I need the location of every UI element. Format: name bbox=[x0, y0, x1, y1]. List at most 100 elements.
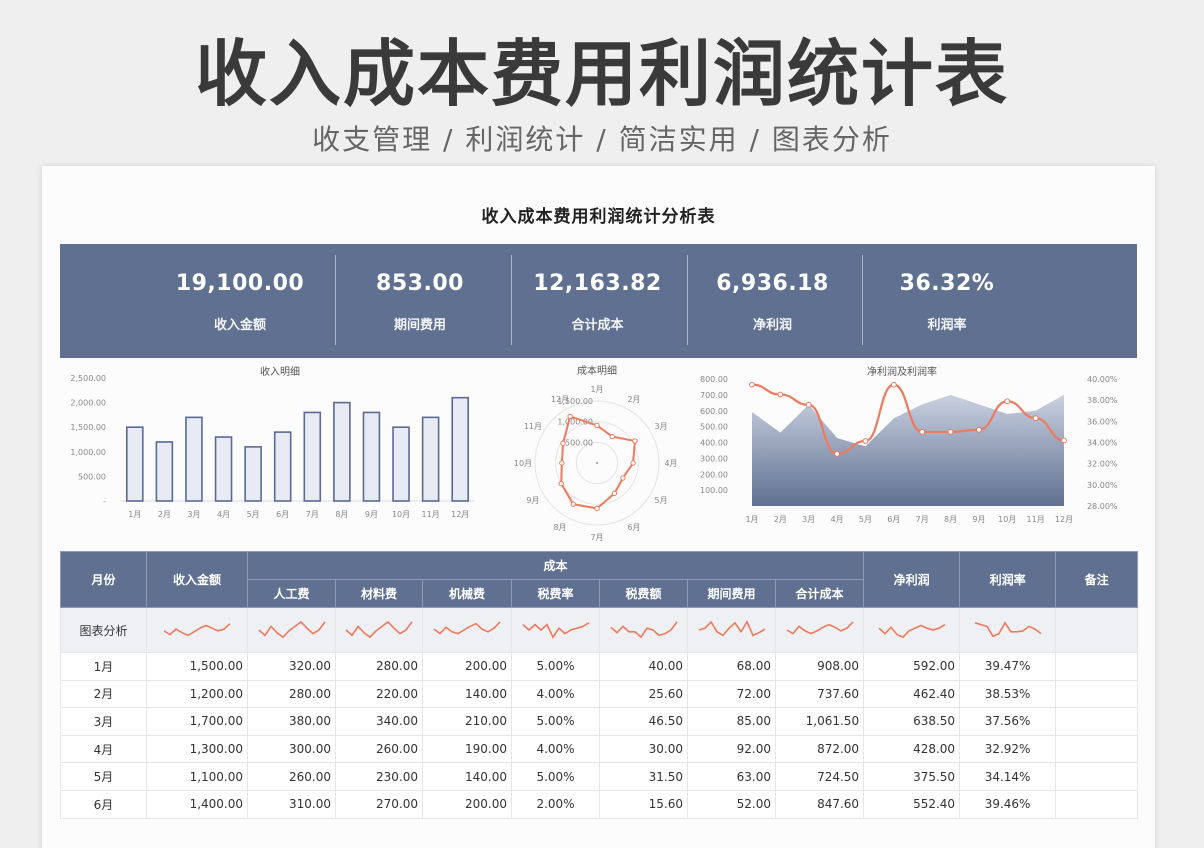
cell-tax-rate[interactable]: 4.00% bbox=[511, 679, 600, 709]
cell-month[interactable]: 6月 bbox=[60, 789, 147, 819]
cell-net[interactable]: 375.50 bbox=[863, 762, 961, 791]
svg-text:11月: 11月 bbox=[1027, 515, 1045, 524]
cell-income[interactable]: 1,400.00 bbox=[146, 789, 248, 819]
cell-tax-rate[interactable]: 5.00% bbox=[511, 707, 600, 736]
cell-month[interactable]: 1月 bbox=[60, 652, 147, 681]
col-total-cost[interactable]: 合计成本 bbox=[774, 579, 865, 608]
cell-net[interactable]: 428.00 bbox=[863, 734, 961, 764]
cell-material[interactable]: 260.00 bbox=[335, 734, 423, 764]
cell-period[interactable]: 63.00 bbox=[687, 762, 776, 791]
cell-remark[interactable] bbox=[1055, 734, 1139, 764]
cell-remark[interactable] bbox=[1055, 707, 1139, 736]
cell-machine[interactable]: 200.00 bbox=[422, 652, 512, 681]
cell-labor[interactable]: 300.00 bbox=[247, 734, 336, 764]
cell-margin[interactable]: 39.47% bbox=[959, 652, 1057, 681]
cell-machine[interactable]: 210.00 bbox=[422, 707, 512, 736]
cell-material[interactable]: 340.00 bbox=[335, 707, 423, 736]
cell-material[interactable]: 220.00 bbox=[335, 679, 423, 709]
bar bbox=[273, 431, 292, 502]
col-tax-rate[interactable]: 税费率 bbox=[511, 579, 600, 608]
col-income[interactable]: 收入金额 bbox=[146, 551, 248, 608]
cell-total-cost[interactable]: 737.60 bbox=[774, 679, 865, 709]
cell-remark[interactable] bbox=[1055, 679, 1139, 709]
cell-margin[interactable]: 38.53% bbox=[959, 679, 1057, 709]
cell-period[interactable]: 72.00 bbox=[687, 679, 776, 709]
cell-tax-rate[interactable]: 4.00% bbox=[511, 734, 600, 764]
cell-total-cost[interactable]: 1,061.50 bbox=[774, 707, 865, 736]
cell-tax-rate[interactable]: 2.00% bbox=[511, 789, 600, 819]
col-net-profit[interactable]: 净利润 bbox=[863, 551, 961, 608]
cell-tax[interactable]: 15.60 bbox=[599, 789, 688, 819]
cell-remark[interactable] bbox=[1055, 762, 1139, 791]
cell-labor[interactable]: 380.00 bbox=[247, 707, 336, 736]
cell-period[interactable]: 85.00 bbox=[687, 707, 776, 736]
col-margin[interactable]: 利润率 bbox=[959, 551, 1057, 608]
cell-remark[interactable] bbox=[1055, 652, 1139, 681]
table-row[interactable]: 4月 1,300.00 300.00 260.00 190.00 4.00% 3… bbox=[60, 734, 1139, 764]
cell-margin[interactable]: 32.92% bbox=[959, 734, 1057, 764]
col-labor[interactable]: 人工费 bbox=[247, 579, 336, 608]
col-machine[interactable]: 机械费 bbox=[422, 579, 512, 608]
cell-total-cost[interactable]: 908.00 bbox=[774, 652, 865, 681]
cell-remark[interactable] bbox=[1055, 789, 1139, 819]
table-row[interactable]: 6月 1,400.00 310.00 270.00 200.00 2.00% 1… bbox=[60, 789, 1139, 819]
cell-period[interactable]: 68.00 bbox=[687, 652, 776, 681]
cell-tax[interactable]: 40.00 bbox=[599, 652, 688, 681]
svg-text:5月: 5月 bbox=[859, 515, 872, 524]
svg-text:2,500.00: 2,500.00 bbox=[70, 374, 106, 383]
cell-machine[interactable]: 140.00 bbox=[422, 679, 512, 709]
cell-month[interactable]: 5月 bbox=[60, 762, 147, 791]
svg-text:7月: 7月 bbox=[916, 515, 929, 524]
cell-income[interactable]: 1,500.00 bbox=[146, 652, 248, 681]
col-remark[interactable]: 备注 bbox=[1055, 551, 1139, 608]
cell-total-cost[interactable]: 872.00 bbox=[774, 734, 865, 764]
cell-margin[interactable]: 34.14% bbox=[959, 762, 1057, 791]
table-row[interactable]: 5月 1,100.00 260.00 230.00 140.00 5.00% 3… bbox=[60, 762, 1139, 791]
cell-total-cost[interactable]: 847.60 bbox=[774, 789, 865, 819]
cell-income[interactable]: 1,700.00 bbox=[146, 707, 248, 736]
cell-labor[interactable]: 280.00 bbox=[247, 679, 336, 709]
cell-net[interactable]: 592.00 bbox=[863, 652, 961, 681]
kpi-period-expense: 853.00 期间费用 bbox=[345, 255, 495, 345]
col-group-cost[interactable]: 成本 bbox=[246, 551, 865, 580]
cell-total-cost[interactable]: 724.50 bbox=[774, 762, 865, 791]
svg-text:500.00: 500.00 bbox=[78, 472, 106, 481]
cell-month[interactable]: 4月 bbox=[60, 734, 147, 764]
cell-machine[interactable]: 200.00 bbox=[422, 789, 512, 819]
cell-net[interactable]: 462.40 bbox=[863, 679, 961, 709]
cell-period[interactable]: 52.00 bbox=[687, 789, 776, 819]
cell-margin[interactable]: 39.46% bbox=[959, 789, 1057, 819]
cell-tax[interactable]: 25.60 bbox=[599, 679, 688, 709]
cell-tax-rate[interactable]: 5.00% bbox=[511, 762, 600, 791]
col-material[interactable]: 材料费 bbox=[335, 579, 423, 608]
cell-month[interactable]: 2月 bbox=[60, 679, 147, 709]
table-row[interactable]: 2月 1,200.00 280.00 220.00 140.00 4.00% 2… bbox=[60, 679, 1139, 709]
cell-margin[interactable]: 37.56% bbox=[959, 707, 1057, 736]
table-row[interactable]: 3月 1,700.00 380.00 340.00 210.00 5.00% 4… bbox=[60, 707, 1139, 736]
cell-material[interactable]: 280.00 bbox=[335, 652, 423, 681]
cell-income[interactable]: 1,100.00 bbox=[146, 762, 248, 791]
cell-material[interactable]: 270.00 bbox=[335, 789, 423, 819]
cell-labor[interactable]: 310.00 bbox=[247, 789, 336, 819]
table-row[interactable]: 1月 1,500.00 320.00 280.00 200.00 5.00% 4… bbox=[60, 652, 1139, 681]
cell-period[interactable]: 92.00 bbox=[687, 734, 776, 764]
col-period-expense[interactable]: 期间费用 bbox=[687, 579, 776, 608]
cell-tax-rate[interactable]: 5.00% bbox=[511, 652, 600, 681]
cell-month[interactable]: 3月 bbox=[60, 707, 147, 736]
cell-material[interactable]: 230.00 bbox=[335, 762, 423, 791]
cell-income[interactable]: 1,300.00 bbox=[146, 734, 248, 764]
svg-text:4月: 4月 bbox=[831, 515, 844, 524]
cell-net[interactable]: 552.40 bbox=[863, 789, 961, 819]
col-tax[interactable]: 税费额 bbox=[599, 579, 688, 608]
cell-machine[interactable]: 190.00 bbox=[422, 734, 512, 764]
cell-labor[interactable]: 260.00 bbox=[247, 762, 336, 791]
cell-labor[interactable]: 320.00 bbox=[247, 652, 336, 681]
cell-tax[interactable]: 30.00 bbox=[599, 734, 688, 764]
cell-income[interactable]: 1,200.00 bbox=[146, 679, 248, 709]
cell-net[interactable]: 638.50 bbox=[863, 707, 961, 736]
cell-machine[interactable]: 140.00 bbox=[422, 762, 512, 791]
svg-text:4月: 4月 bbox=[217, 510, 230, 519]
cell-tax[interactable]: 46.50 bbox=[599, 707, 688, 736]
col-month[interactable]: 月份 bbox=[60, 551, 147, 608]
cell-tax[interactable]: 31.50 bbox=[599, 762, 688, 791]
